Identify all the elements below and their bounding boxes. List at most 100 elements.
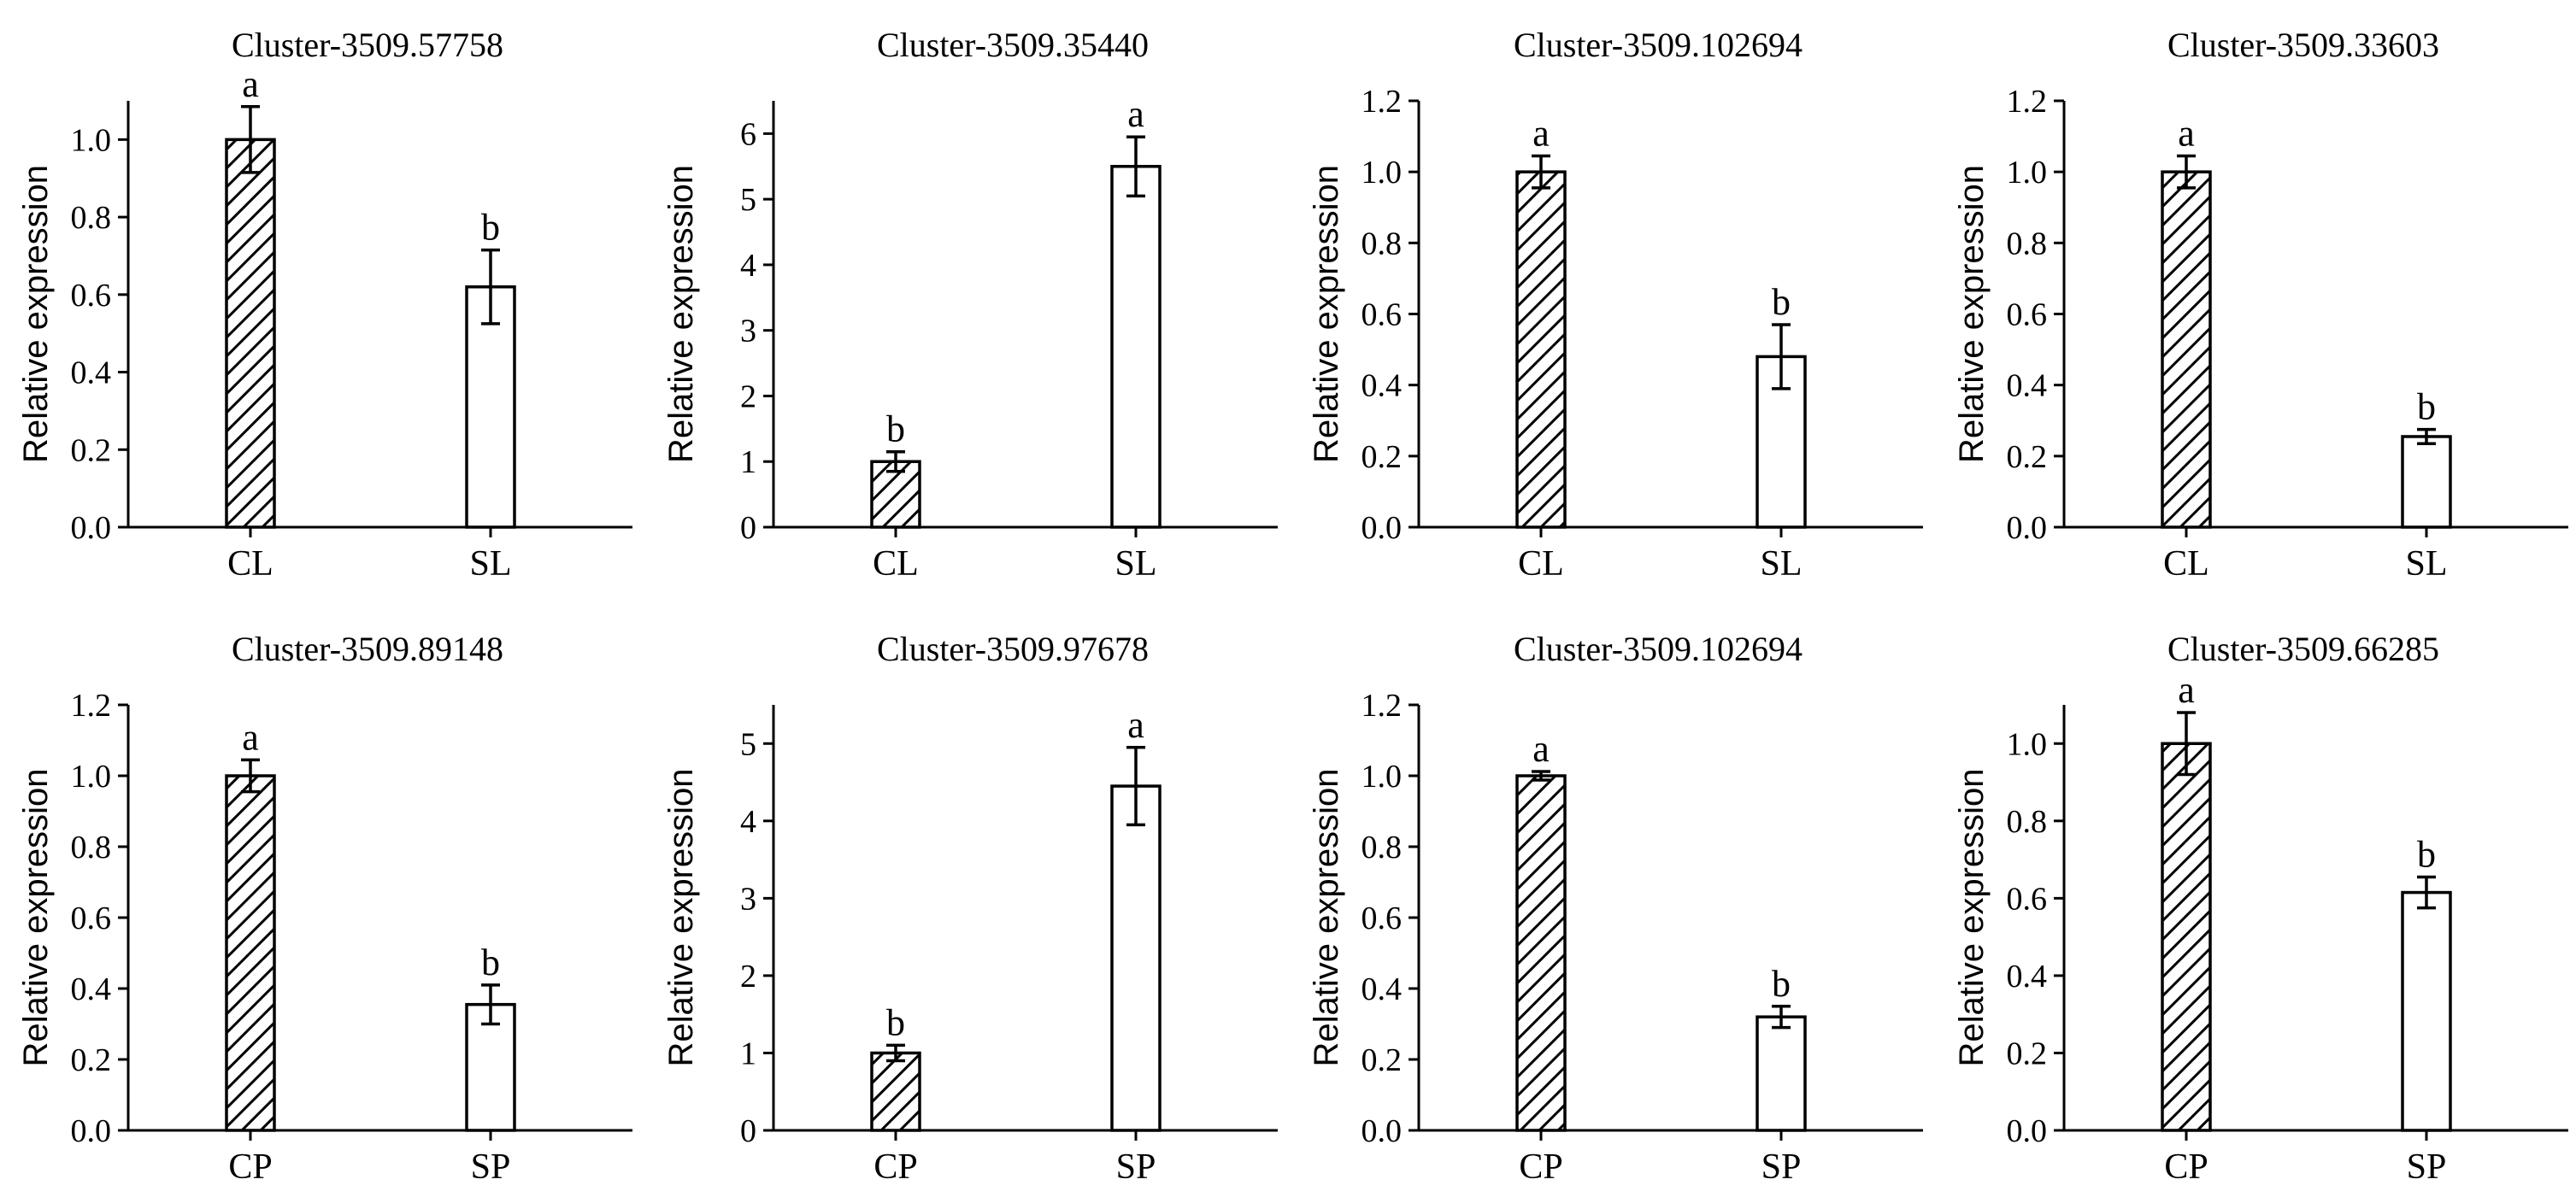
bar-sl [1110,165,1162,529]
y-tick-label: 1.0 [1362,155,1403,191]
x-tick-label: SL [469,544,511,584]
x-tick-label: CL [2163,544,2209,584]
y-tick-label: 2 [740,378,756,414]
y-axis-label: Relative expression [662,768,700,1066]
chart-title: Cluster-3509.66285 [2167,630,2439,668]
bar-sl [2401,435,2452,529]
chart-panel: Cluster-3509.33603 Relative expression 0.0… [1953,26,2568,584]
x-tick-label: SL [1115,544,1156,584]
chart-title: Cluster-3509.35440 [877,26,1149,64]
y-tick-label: 0.0 [2007,510,2048,546]
significance-letter: b [1772,963,1791,1005]
y-tick-label: 3 [740,881,756,917]
bar-cl [225,138,276,529]
y-tick-label: 1.2 [71,688,112,724]
y-axis-label: Relative expression [17,165,55,463]
x-tick-label: CP [228,1147,272,1187]
x-tick-label: SP [1116,1147,1156,1187]
y-tick-label: 1.2 [1362,688,1403,724]
chart-panel: Cluster-3509.57758 Relative expression 0.0… [17,26,632,584]
y-tick-label: 0.8 [2007,804,2048,840]
bar-cp [225,774,276,1132]
chart-title: Cluster-3509.89148 [232,630,503,668]
y-tick-label: 0.2 [2007,439,2048,475]
chart-panel: Cluster-3509.97678 Relative expression 0 1 2… [662,630,1278,1187]
y-tick-label: 0.0 [1362,510,1403,546]
y-tick-label: 0 [740,1113,756,1149]
bar-cl [2161,170,2212,529]
y-tick-label: 1.0 [1362,759,1403,795]
chart-panel: Cluster-3509.89148 Relative expression 0.0… [17,630,632,1187]
y-axis-label: Relative expression [1308,165,1345,463]
y-tick-label: 0.4 [1362,368,1403,404]
y-tick-label: 0.2 [2007,1036,2048,1071]
y-tick-label: 0.6 [2007,881,2048,917]
x-tick-label: CP [1519,1147,1562,1187]
y-axis-label: Relative expression [662,165,700,463]
significance-letter: b [481,942,500,983]
y-tick-label: 0.2 [1362,1042,1403,1078]
x-tick-label: CL [227,544,273,584]
x-tick-label: SP [2407,1147,2447,1187]
bar-cp [2161,742,2212,1132]
bar-sp [1110,784,1162,1132]
chart-panel: Cluster-3509.35440 Relative expression 0 1 2… [662,26,1278,584]
y-tick-label: 1.0 [2007,155,2048,191]
y-tick-label: 0.0 [71,510,112,546]
y-tick-label: 0.2 [71,432,112,468]
y-tick-label: 0.6 [2007,297,2048,333]
y-tick-label: 1.0 [71,759,112,795]
y-tick-label: 0.0 [2007,1113,2048,1149]
y-tick-label: 0.8 [1362,226,1403,261]
x-tick-label: CL [873,544,919,584]
bar-cp [870,1051,921,1132]
significance-letter: a [242,716,259,758]
significance-letter: b [2417,386,2436,428]
chart-panel: Cluster-3509.102694 Relative expression 0.… [1308,630,1923,1187]
x-tick-label: CP [873,1147,917,1187]
y-tick-label: 1.0 [2007,726,2048,762]
y-axis-label: Relative expression [1308,768,1345,1066]
y-tick-label: 0.6 [71,901,112,936]
significance-letter: a [1127,704,1144,746]
y-axis-label: Relative expression [17,768,55,1066]
y-tick-label: 0.8 [71,200,112,236]
y-tick-label: 0.6 [1362,297,1403,333]
y-tick-label: 0.4 [2007,368,2048,404]
significance-letter: b [886,408,905,450]
significance-letter: b [886,1001,905,1043]
y-tick-label: 5 [740,726,756,762]
y-tick-label: 4 [740,804,756,840]
y-tick-label: 0.4 [71,971,112,1007]
y-tick-label: 0.0 [71,1113,112,1149]
x-tick-label: SP [1761,1147,1802,1187]
significance-letter: a [2178,112,2195,154]
y-tick-label: 0.4 [1362,971,1403,1007]
bar-sl [465,285,516,529]
y-tick-label: 0.6 [71,278,112,314]
y-tick-label: 0.4 [71,355,112,391]
significance-letter: b [2417,833,2436,875]
y-tick-label: 0 [740,510,756,546]
x-tick-label: SL [2405,544,2447,584]
significance-letter: a [1532,728,1550,770]
y-tick-label: 0.8 [1362,830,1403,865]
y-tick-label: 0.2 [1362,439,1403,475]
y-tick-label: 6 [740,116,756,152]
y-axis-label: Relative expression [1953,165,1991,463]
significance-letter: b [481,207,500,249]
bar-sp [1756,1015,1807,1132]
y-tick-label: 1 [740,444,756,480]
y-tick-label: 2 [740,959,756,995]
y-tick-label: 0.0 [1362,1113,1403,1149]
significance-letter: a [242,63,259,105]
y-tick-label: 5 [740,182,756,218]
y-tick-label: 1.2 [2007,84,2048,120]
significance-letter: b [1772,281,1791,323]
y-tick-label: 0.4 [2007,959,2048,995]
y-tick-label: 0.6 [1362,901,1403,936]
y-tick-label: 1.0 [71,122,112,158]
y-tick-label: 4 [740,248,756,284]
chart-panel: Cluster-3509.102694 Relative expression 0.… [1308,26,1923,584]
